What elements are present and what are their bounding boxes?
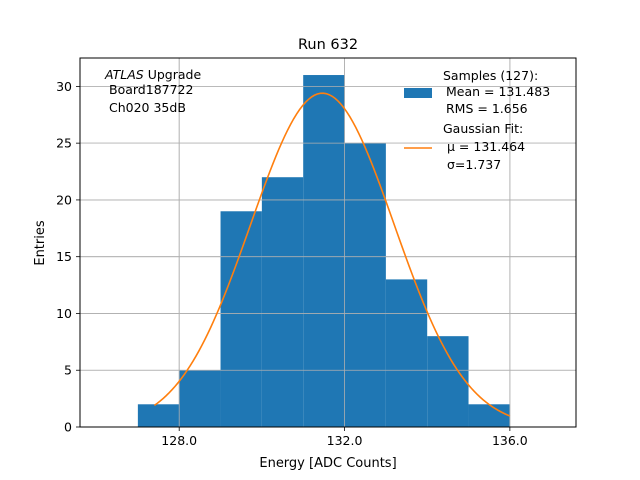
x-tick-label: 136.0: [492, 433, 528, 448]
gaussian-fit-curve: [153, 92, 511, 417]
legend-fit-title: Gaussian Fit:: [443, 121, 523, 136]
legend-samples-rms: RMS = 1.656: [446, 101, 528, 116]
y-tick-label: 20: [56, 192, 72, 207]
histogram-bar: [344, 143, 386, 427]
y-axis-label: Entries: [33, 220, 48, 266]
chart-title: Run 632: [298, 37, 358, 53]
y-tick-label: 5: [64, 363, 72, 378]
annotation-experiment-suffix: Upgrade: [144, 67, 202, 82]
histogram-bar: [137, 404, 180, 427]
legend-samples-title: Samples (127):: [443, 68, 538, 83]
plot-frame: [79, 57, 577, 428]
histogram-bar: [220, 211, 262, 427]
y-tick-label: 10: [56, 306, 72, 321]
annotation-channel: Ch020 35dB: [109, 100, 186, 115]
histogram-bar: [179, 370, 221, 427]
legend-samples-swatch: [404, 88, 432, 98]
histogram-bars: [80, 58, 576, 428]
histogram-bar: [385, 279, 428, 427]
histogram-bar: [261, 177, 304, 427]
x-tick-label: 128.0: [161, 433, 197, 448]
y-axis-ticks: 0 5 10 15 20 25 30: [56, 79, 80, 435]
legend-fit-mu: μ = 131.464: [447, 139, 525, 154]
y-tick-label: 0: [64, 420, 72, 435]
x-axis-label: Energy [ADC Counts]: [259, 456, 396, 471]
histogram-bar: [427, 336, 469, 427]
y-tick-label: 25: [56, 136, 72, 151]
x-tick-label: 132.0: [327, 433, 363, 448]
annotation-board: Board187722: [109, 82, 193, 97]
y-tick-label: 15: [56, 249, 72, 264]
gaussian-fit-layer: [153, 92, 511, 417]
annotation-experiment: ATLAS: [104, 67, 144, 82]
y-tick-label: 30: [56, 79, 72, 94]
annotation-block: ATLAS Upgrade Board187722 Ch020 35dB: [104, 67, 201, 115]
legend: Samples (127): Mean = 131.483 RMS = 1.65…: [404, 68, 550, 172]
histogram-bar: [468, 404, 510, 427]
histogram-bar: [303, 75, 345, 428]
x-axis-ticks: 128.0 132.0 136.0: [161, 427, 528, 448]
legend-fit-sigma: σ=1.737: [447, 157, 501, 172]
legend-samples-mean: Mean = 131.483: [446, 84, 550, 99]
annotation-experiment-line: ATLAS Upgrade: [104, 67, 201, 82]
